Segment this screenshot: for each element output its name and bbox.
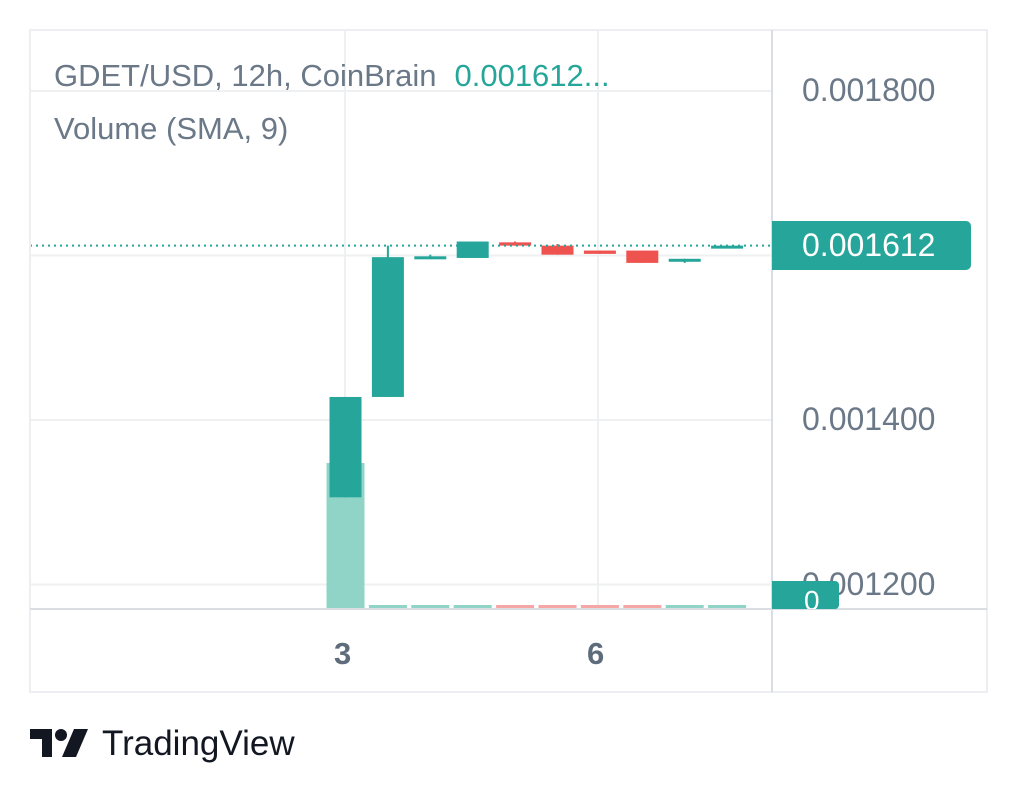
candle-body	[371, 257, 404, 397]
candle-body	[541, 245, 574, 255]
volume-bar	[411, 605, 450, 608]
legend-last-value: 0.001612...	[454, 58, 610, 93]
symbol-legend: GDET/USD, 12h, CoinBrain 0.001612...	[54, 58, 610, 94]
candle-body	[711, 245, 744, 249]
volume-bar	[708, 605, 747, 608]
candlesticks	[329, 241, 744, 498]
price-tick-label: 0.001400	[802, 401, 936, 437]
volume-bar	[368, 605, 407, 608]
volume-bar	[665, 605, 704, 608]
volume-legend: Volume (SMA, 9)	[54, 111, 289, 146]
candle-body	[583, 250, 616, 254]
price-tick-label: 0.001800	[802, 72, 936, 108]
candle-body	[626, 250, 659, 263]
candle-body	[499, 242, 532, 246]
tradingview-logo-icon	[30, 729, 88, 757]
time-tick-label: 3	[334, 636, 352, 671]
current-price-tag: 0.001612	[772, 221, 971, 270]
candle-body	[414, 256, 447, 260]
volume-bar	[453, 605, 492, 608]
chart-border	[29, 29, 988, 693]
volume-bar	[623, 605, 662, 608]
tradingview-brand[interactable]: TradingView	[30, 724, 295, 764]
volume-bar	[538, 605, 577, 608]
brand-name: TradingView	[102, 724, 295, 763]
volume-bars	[326, 463, 747, 608]
volume-value-tag: 0	[772, 581, 839, 609]
grid-lines	[30, 30, 772, 609]
volume-bar	[580, 605, 619, 608]
candle-body	[668, 258, 701, 262]
symbol-title: GDET/USD, 12h, CoinBrain	[54, 58, 437, 93]
candle-body	[329, 396, 362, 498]
time-tick-label: 6	[587, 636, 605, 671]
volume-bar	[496, 605, 535, 608]
candle-body	[456, 241, 489, 258]
